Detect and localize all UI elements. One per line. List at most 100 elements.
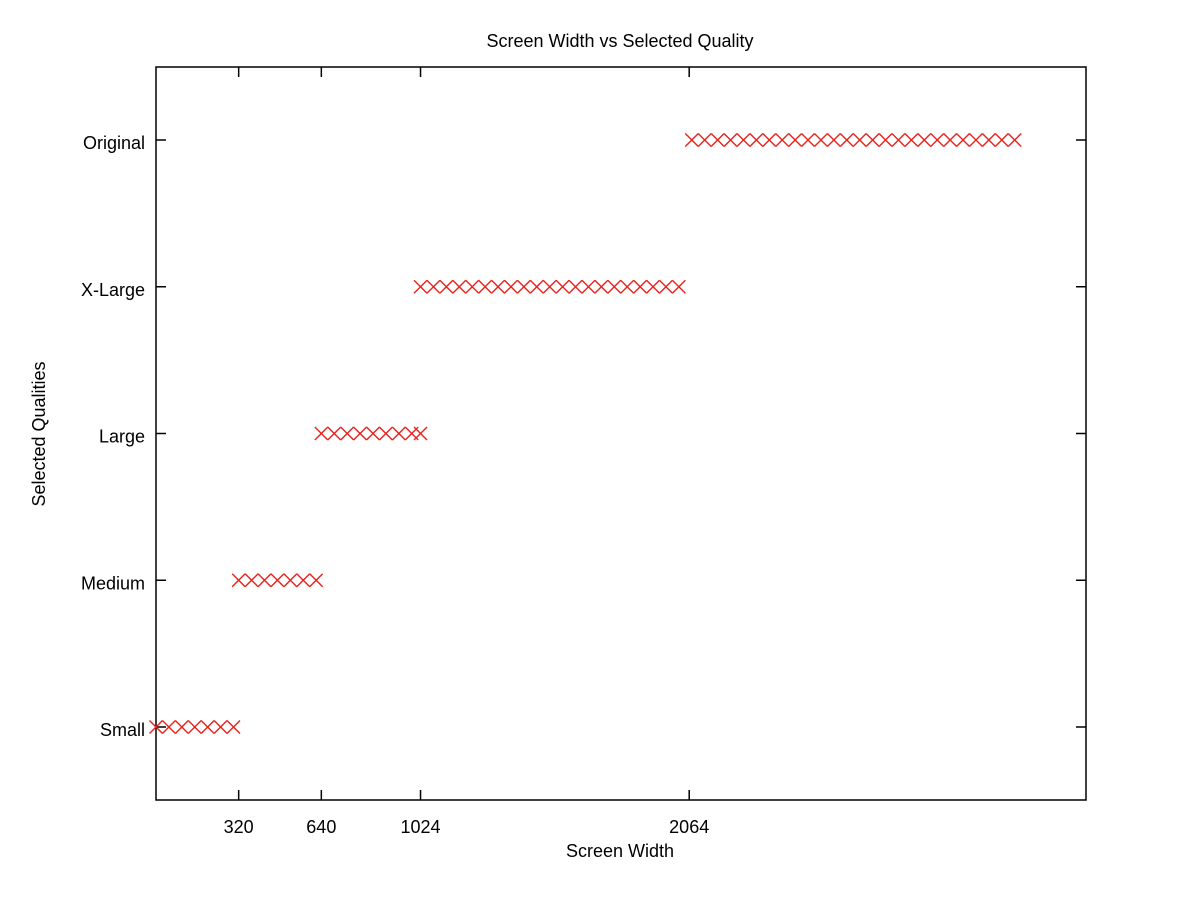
data-point: [891, 133, 906, 147]
data-point: [878, 133, 893, 147]
data-point-stroke: [994, 133, 1009, 147]
y-axis-label: Selected Qualities: [29, 361, 49, 506]
data-point-stroke: [161, 720, 176, 734]
data-point: [684, 133, 699, 147]
data-point-stroke: [231, 573, 246, 588]
data-point-stroke: [981, 133, 996, 147]
data-point-stroke: [174, 720, 189, 734]
y-tick-label: Original: [83, 133, 145, 153]
data-point-stroke: [426, 279, 441, 294]
data-point: [465, 279, 480, 294]
data-point-stroke: [413, 426, 428, 441]
data-point-stroke: [671, 279, 686, 294]
data-point: [930, 133, 945, 147]
data-point: [633, 279, 648, 294]
chart-title: Screen Width vs Selected Quality: [486, 31, 753, 51]
data-point: [956, 133, 971, 147]
data-points: [149, 133, 1022, 734]
data-point: [568, 279, 583, 294]
data-point-stroke: [839, 133, 854, 147]
data-point: [149, 720, 163, 734]
data-point-stroke: [826, 133, 841, 147]
data-point: [607, 279, 622, 294]
data-point: [736, 133, 751, 147]
data-point-stroke: [555, 279, 570, 294]
data-point-stroke: [762, 133, 777, 147]
x-tick-label: 320: [224, 817, 254, 837]
data-point: [581, 279, 596, 294]
data-point: [723, 133, 738, 147]
data-point: [710, 133, 725, 147]
data-point-stroke: [366, 426, 380, 441]
data-point-stroke: [314, 426, 329, 441]
data-point-stroke: [956, 133, 971, 147]
data-point: [594, 279, 609, 294]
y-tick-label: Medium: [81, 573, 145, 593]
data-point-stroke: [296, 573, 311, 588]
data-point-stroke: [478, 279, 493, 294]
data-point-stroke: [413, 279, 428, 294]
data-point: [839, 133, 854, 147]
data-point-stroke: [801, 133, 816, 147]
data-point: [327, 426, 342, 441]
data-point: [340, 426, 355, 441]
data-point: [620, 279, 635, 294]
data-point-stroke: [813, 133, 828, 147]
data-point: [555, 279, 570, 294]
data-point-stroke: [878, 133, 893, 147]
data-point-stroke: [516, 279, 531, 294]
data-point: [671, 279, 686, 294]
data-point: [257, 573, 272, 588]
data-point: [413, 426, 428, 441]
data-point: [452, 279, 467, 294]
data-point: [283, 573, 298, 588]
data-point-stroke: [568, 279, 583, 294]
data-point-stroke: [581, 279, 596, 294]
data-point-stroke: [697, 133, 712, 147]
data-point-stroke: [852, 133, 867, 147]
data-point: [174, 720, 189, 734]
data-point-stroke: [646, 279, 661, 294]
data-point: [270, 573, 285, 588]
data-point-stroke: [353, 426, 368, 441]
data-point: [439, 279, 454, 294]
data-point: [697, 133, 712, 147]
data-point: [968, 133, 983, 147]
data-point: [296, 573, 311, 588]
data-point-stroke: [943, 133, 958, 147]
data-point-stroke: [930, 133, 945, 147]
data-point-stroke: [226, 720, 241, 734]
data-point-stroke: [1007, 133, 1022, 147]
data-point: [762, 133, 777, 147]
data-point-stroke: [491, 279, 506, 294]
data-point: [865, 133, 880, 147]
data-point: [314, 426, 329, 441]
x-axis-label: Screen Width: [566, 841, 674, 861]
data-point: [378, 426, 393, 441]
data-point: [244, 573, 259, 588]
data-point: [200, 720, 215, 734]
data-point-stroke: [684, 133, 699, 147]
data-point-stroke: [904, 133, 919, 147]
data-point: [353, 426, 368, 441]
data-point-stroke: [465, 279, 480, 294]
data-point: [213, 720, 228, 734]
data-point-stroke: [736, 133, 751, 147]
data-point: [943, 133, 958, 147]
data-point-stroke: [620, 279, 635, 294]
data-point-stroke: [749, 133, 764, 147]
x-tick-label: 1024: [401, 817, 441, 837]
data-point-stroke: [187, 720, 202, 734]
data-point: [516, 279, 531, 294]
y-tick-label: Large: [99, 427, 145, 447]
data-point-stroke: [270, 573, 285, 588]
data-point-stroke: [542, 279, 557, 294]
data-point-stroke: [391, 426, 406, 441]
data-point-stroke: [503, 279, 518, 294]
data-point: [749, 133, 764, 147]
data-point: [658, 279, 673, 294]
data-point-stroke: [244, 573, 259, 588]
data-point: [413, 279, 428, 294]
data-point: [161, 720, 176, 734]
